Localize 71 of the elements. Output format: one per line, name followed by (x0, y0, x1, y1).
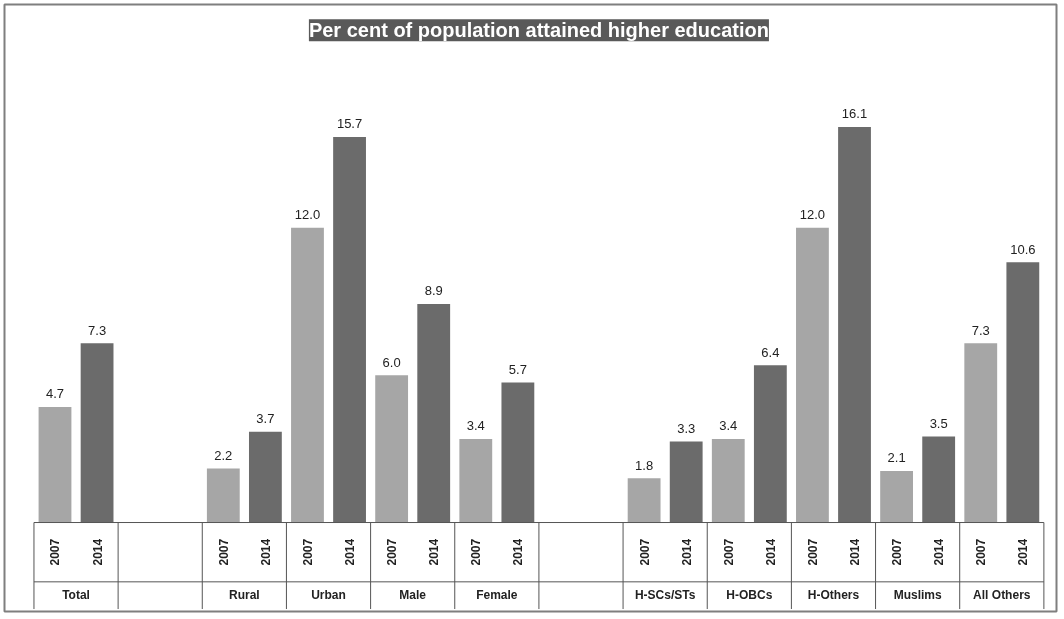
text: 2007 (300, 538, 315, 566)
x-tick-label: Muslims (893, 588, 942, 603)
text: 2014 (258, 538, 273, 566)
data-label: 6.0 (382, 354, 401, 370)
text: 2014 (427, 538, 442, 566)
data-label: 7.3 (88, 322, 107, 338)
text: 2014 (763, 538, 778, 566)
x-tick-label: H-OBCs (726, 588, 773, 603)
data-label: 3.4 (466, 418, 485, 434)
bar (922, 436, 956, 523)
text: 2007 (805, 538, 820, 566)
x-tick-label: Male (399, 588, 427, 603)
bar (1006, 262, 1040, 523)
bar (333, 136, 366, 523)
data-label: 3.3 (677, 420, 696, 436)
bar (417, 303, 451, 523)
x-tick-label: Total (62, 588, 90, 603)
text: 2007 (637, 538, 652, 566)
bar (375, 375, 409, 523)
text: 2014 (343, 538, 358, 566)
data-label: 3.4 (719, 418, 738, 434)
bar (711, 439, 745, 523)
text: 2014 (679, 538, 694, 566)
data-label: 3.7 (256, 411, 275, 426)
bar (669, 441, 703, 523)
chart-title: Per cent of population attained higher education (308, 19, 769, 42)
bar (38, 407, 72, 523)
text: 2014 (511, 538, 526, 566)
x-tick-label: Urban (311, 588, 346, 603)
text: 2007 (216, 538, 231, 566)
data-label: 6.4 (761, 344, 780, 360)
bar (627, 478, 661, 523)
data-label: 8.9 (424, 283, 443, 299)
bar (501, 382, 535, 523)
bar (753, 365, 787, 523)
data-label: 12.0 (294, 207, 321, 223)
x-tick-label: Rural (229, 588, 260, 603)
text: 2007 (721, 538, 736, 566)
x-tick-label: Female (476, 588, 518, 603)
bar (80, 343, 114, 523)
x-tick-label: All Others (973, 588, 1031, 603)
data-label: 5.7 (508, 361, 527, 377)
text: 2007 (385, 538, 400, 566)
bar (880, 470, 914, 523)
bar (964, 343, 998, 523)
x-tick-label: H-Others (807, 588, 860, 603)
bar (459, 439, 493, 523)
text: 2007 (469, 538, 484, 566)
text: 2007 (890, 538, 905, 566)
data-label: 10.6 (1010, 241, 1036, 257)
bar (248, 431, 282, 523)
data-label: 2.1 (887, 450, 906, 466)
text: 2007 (48, 538, 63, 566)
text: 2007 (974, 538, 989, 566)
bar (291, 227, 324, 523)
bar (838, 127, 871, 523)
data-label: 4.7 (45, 386, 65, 402)
text: 2014 (1016, 538, 1031, 566)
bar (796, 227, 829, 523)
data-label: 2.2 (214, 447, 233, 463)
text: 2014 (848, 538, 863, 566)
text: 2014 (932, 538, 947, 566)
text: 2014 (90, 538, 105, 566)
x-tick-label: H-SCs/STs (634, 588, 696, 603)
data-label: 12.0 (799, 207, 826, 223)
data-label: 15.7 (336, 116, 363, 132)
data-label: 1.8 (635, 457, 654, 473)
data-label: 16.1 (841, 106, 868, 122)
data-label: 3.5 (929, 415, 948, 431)
bar (206, 468, 240, 523)
data-label: 7.3 (971, 322, 990, 338)
